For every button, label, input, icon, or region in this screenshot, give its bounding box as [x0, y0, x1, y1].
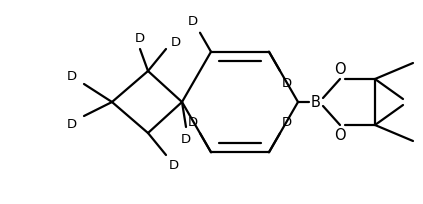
Text: D: D: [135, 31, 145, 44]
Text: D: D: [188, 15, 198, 28]
Text: O: O: [334, 62, 346, 77]
Text: B: B: [311, 95, 321, 110]
Text: D: D: [67, 118, 77, 131]
Text: O: O: [334, 128, 346, 143]
Text: D: D: [171, 35, 181, 48]
Text: D: D: [188, 115, 198, 128]
Text: D: D: [169, 159, 179, 172]
Text: D: D: [282, 115, 292, 128]
Text: D: D: [282, 77, 292, 90]
Text: D: D: [67, 70, 77, 83]
Text: D: D: [181, 133, 191, 146]
